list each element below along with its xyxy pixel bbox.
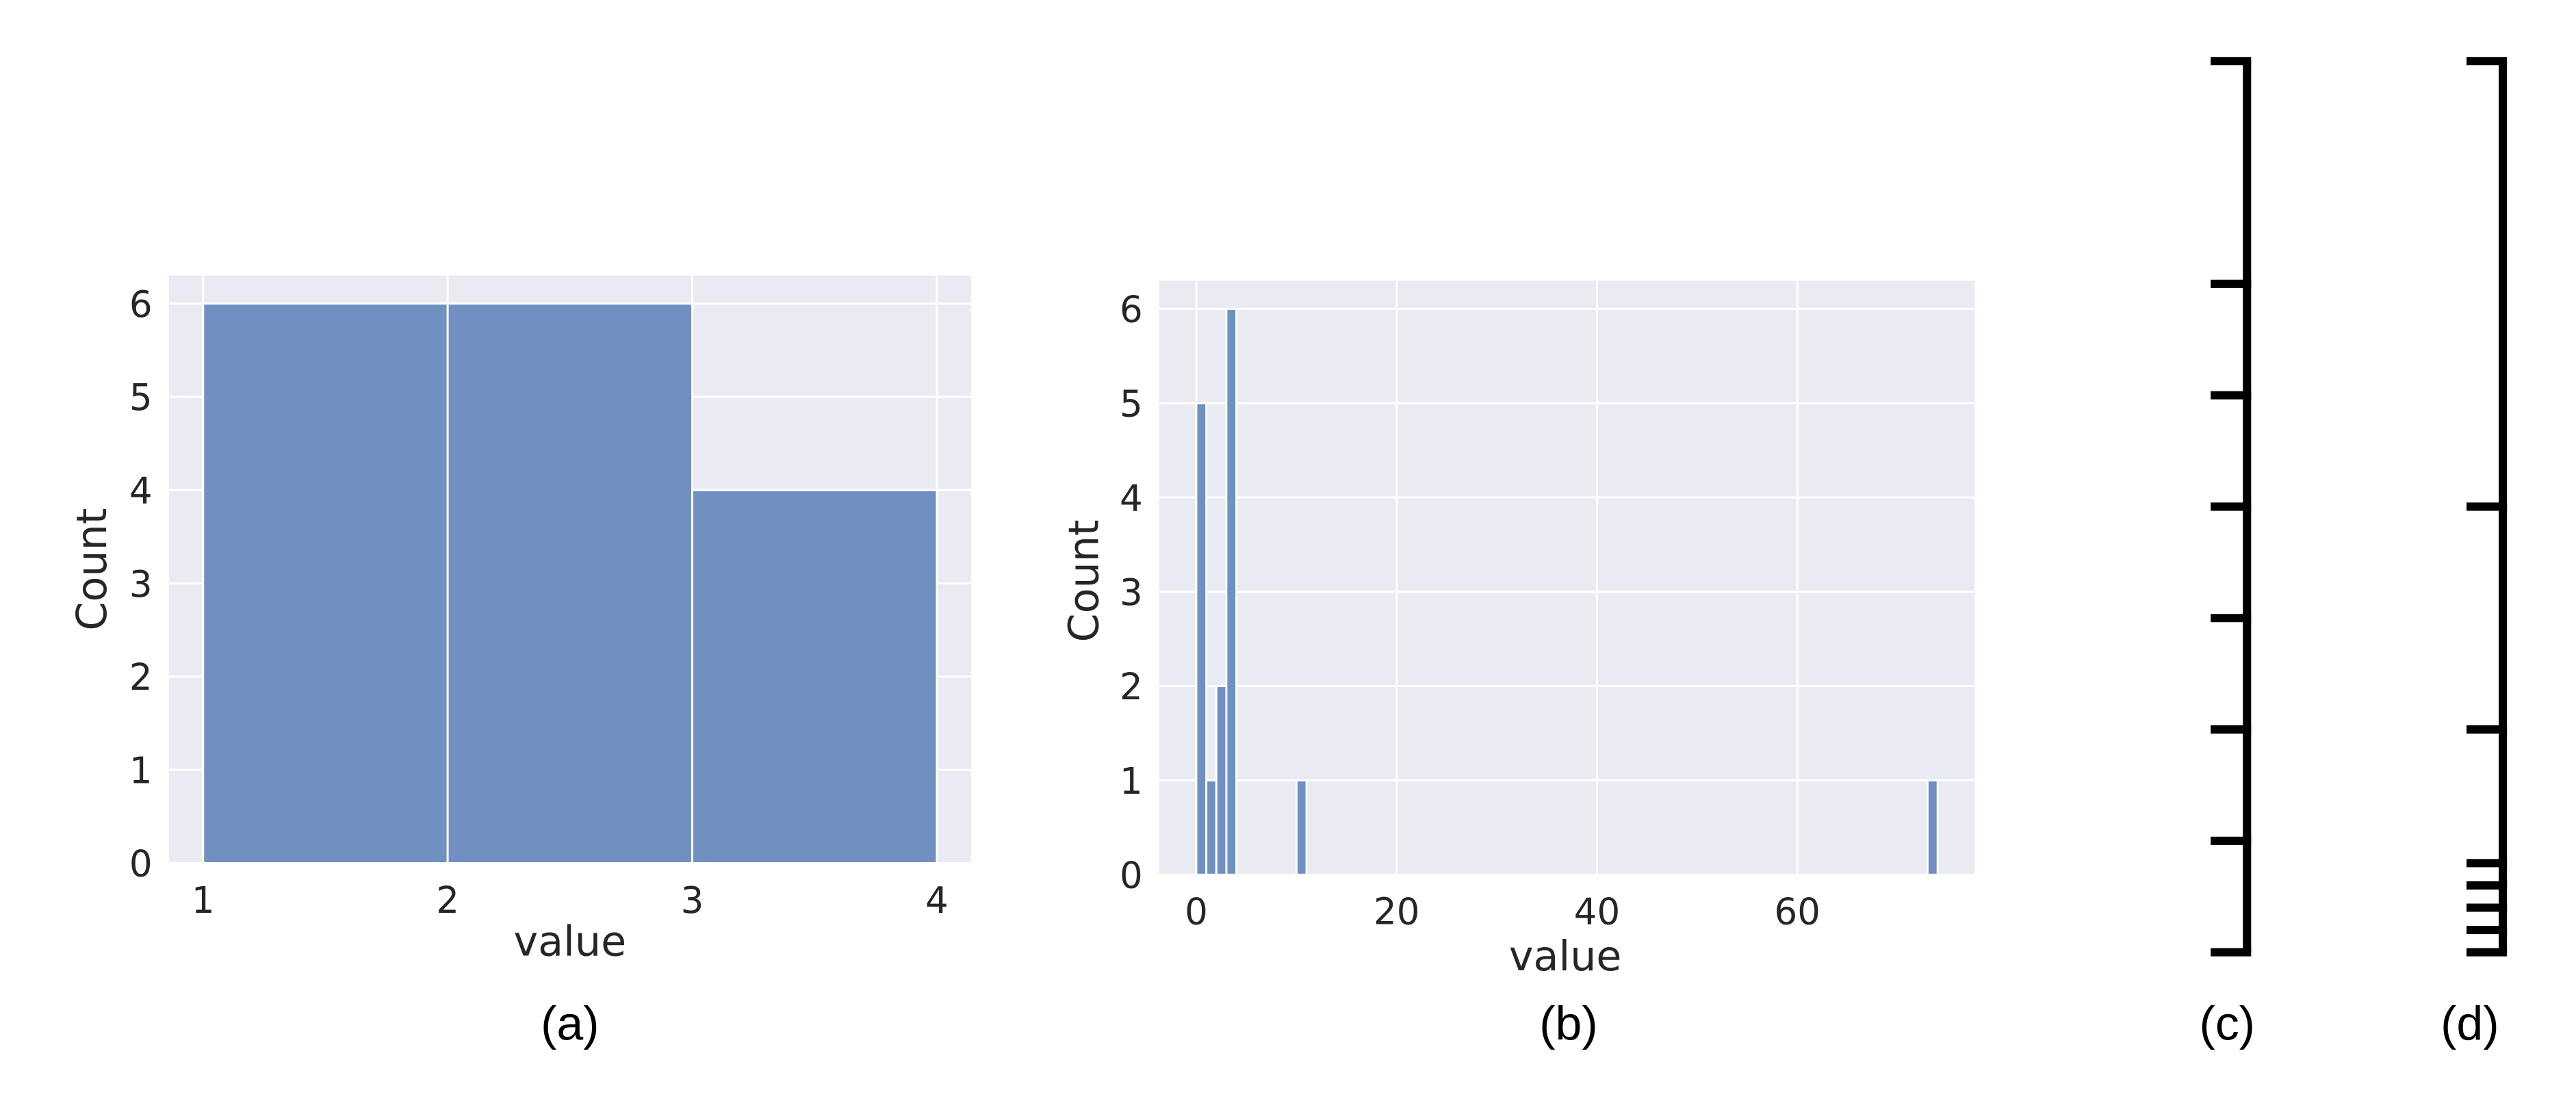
histogram-bar-a	[202, 302, 449, 864]
scale-panel-d: (d)	[2440, 57, 2508, 1050]
x-tick-labels-a: 1 2 3 4	[192, 879, 949, 922]
y-axis-label-b: Count	[1061, 519, 1109, 642]
panel-caption-b: (b)	[1539, 996, 1597, 1050]
y-tick-labels-b: 0 1 2 3 4 5 6	[1120, 289, 1143, 897]
y-tick-label-b: 2	[1120, 666, 1143, 708]
x-tick-label-b: 0	[1185, 891, 1208, 933]
y-tick-label-b: 3	[1120, 571, 1143, 614]
histogram-bar-a	[446, 302, 693, 864]
y-tick-label-a: 0	[129, 843, 153, 885]
y-tick-label-a: 1	[129, 749, 153, 792]
x-tick-label-a: 3	[681, 879, 704, 922]
panel-caption-a: (a)	[541, 996, 599, 1050]
grid-b	[1159, 281, 1975, 876]
histogram-bar-b	[1295, 779, 1308, 876]
panel-caption-c: (c)	[2200, 996, 2256, 1050]
histogram-bar-b	[1205, 779, 1218, 876]
histogram-bar-b	[1927, 779, 1939, 876]
bars-b	[1195, 307, 1939, 876]
y-tick-labels-a: 0 1 2 3 4 5 6	[129, 283, 153, 885]
histogram-bar-b	[1225, 307, 1238, 876]
x-tick-label-a: 1	[192, 879, 215, 922]
y-tick-label-a: 3	[129, 563, 153, 606]
x-axis-label-a: value	[514, 918, 627, 966]
y-tick-label-b: 0	[1120, 855, 1143, 897]
histogram-bar-b	[1195, 402, 1208, 876]
plot-background-b	[1159, 281, 1975, 875]
y-axis-label-a: Count	[68, 508, 116, 631]
y-tick-label-a: 6	[129, 283, 153, 326]
y-tick-label-b: 5	[1120, 383, 1143, 425]
x-tick-label-a: 4	[925, 879, 949, 922]
panel-caption-d: (d)	[2440, 996, 2499, 1050]
y-tick-label-a: 4	[129, 470, 153, 513]
histogram-bar-a	[691, 489, 938, 864]
x-tick-label-b: 20	[1374, 891, 1420, 933]
bars-a	[202, 302, 938, 864]
scale-ticks-c	[2211, 57, 2252, 957]
histogram-bar-b	[1215, 685, 1228, 876]
scale-ticks-d	[2466, 57, 2508, 957]
x-tick-label-a: 2	[436, 879, 459, 922]
x-axis-label-b: value	[1509, 933, 1622, 981]
y-tick-label-b: 1	[1120, 760, 1143, 803]
y-tick-label-a: 2	[129, 656, 153, 699]
x-tick-labels-b: 0 20 40 60	[1185, 891, 1820, 933]
y-tick-label-a: 5	[129, 376, 153, 419]
x-tick-label-b: 40	[1574, 891, 1621, 933]
scale-panel-c: (c)	[2200, 57, 2256, 1050]
x-tick-label-b: 60	[1774, 891, 1820, 933]
y-tick-label-b: 6	[1120, 289, 1143, 331]
histogram-panel-b: 0 20 40 60 0 1 2 3 4 5 6 value Count (b)	[1061, 281, 1975, 1050]
y-tick-label-b: 4	[1120, 477, 1143, 519]
